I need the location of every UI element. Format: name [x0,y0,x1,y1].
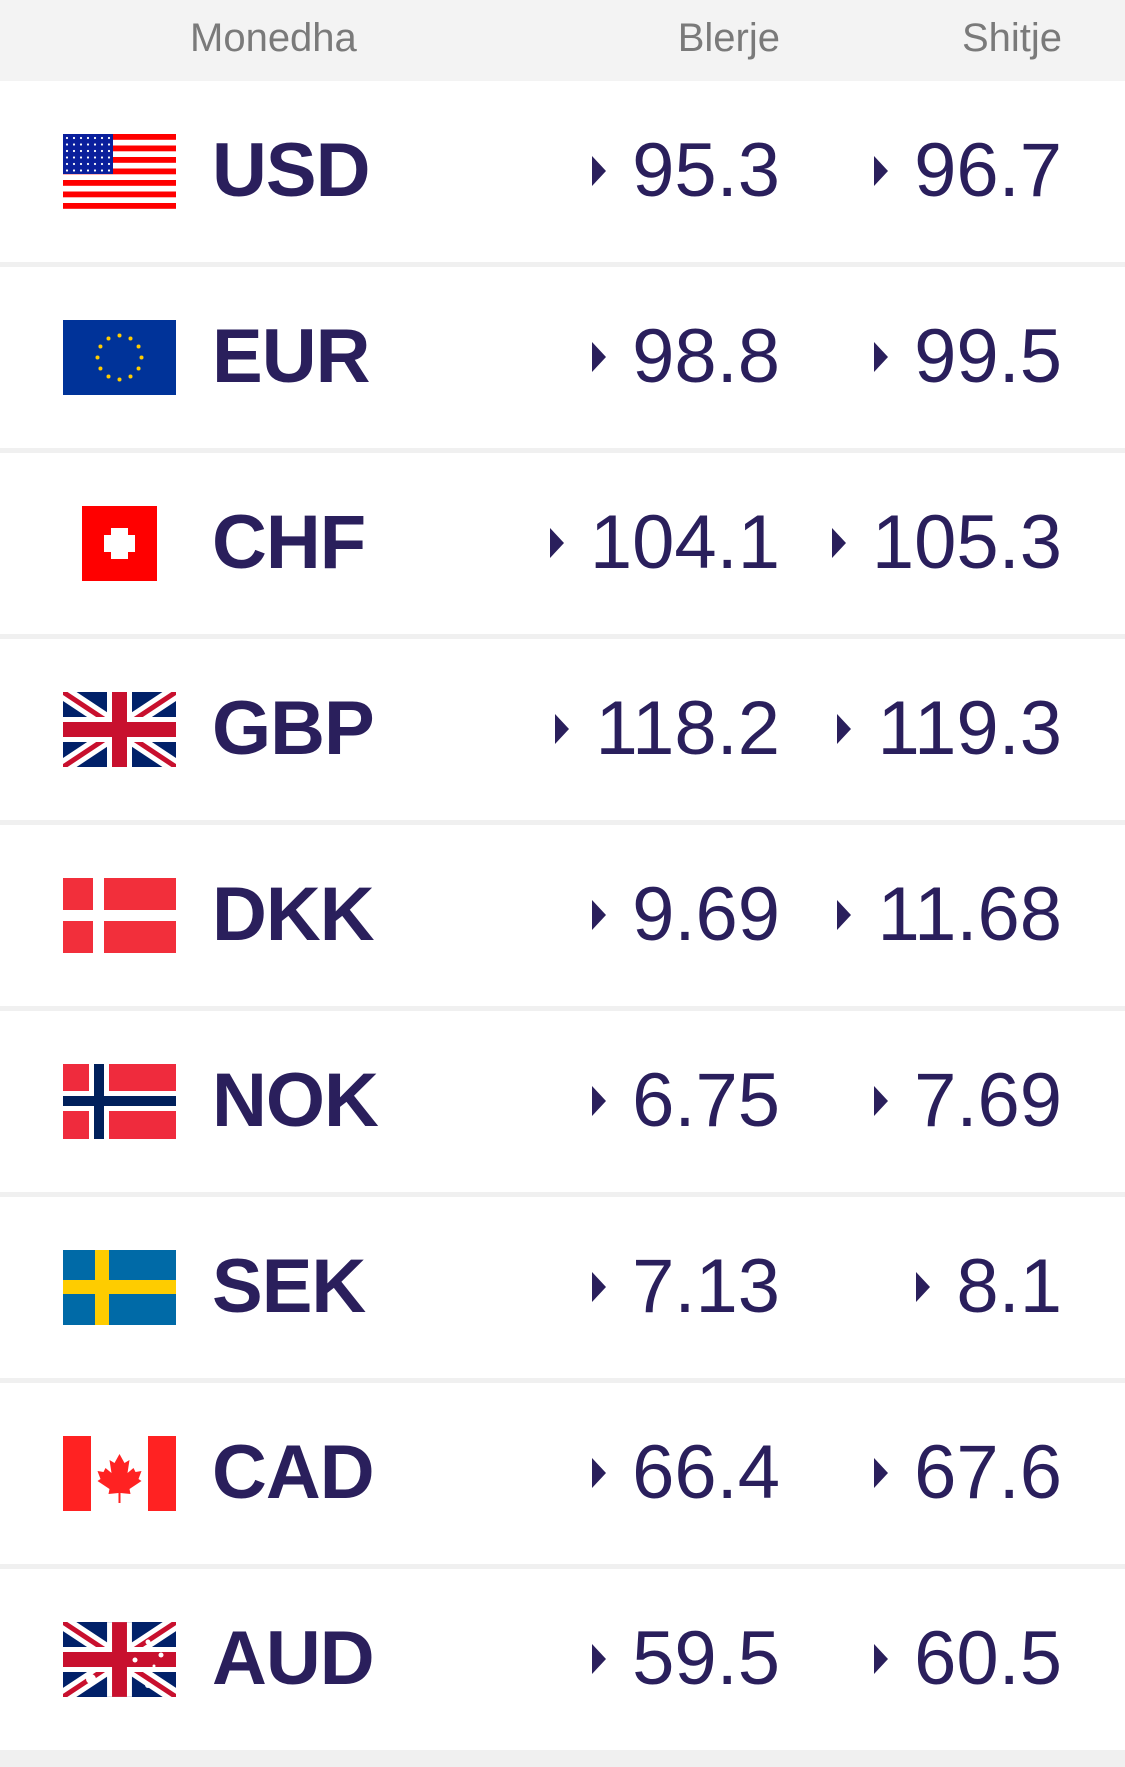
sell-rate: 99.5 [874,313,1062,400]
buy-value: 118.2 [595,686,780,771]
currency-code: CHF [212,500,366,585]
buy-value: 7.13 [632,1244,780,1329]
currency-code: CAD [212,1430,375,1515]
caret-right-icon [592,899,607,930]
caret-right-icon [592,155,607,186]
caret-right-icon [592,1271,607,1302]
buy-rate: 59.5 [592,1615,780,1702]
buy-rate: 66.4 [592,1429,780,1516]
currency-code: EUR [212,314,370,399]
header-buy: Blerje [677,16,780,60]
sell-rate: 60.5 [874,1615,1062,1702]
sell-rate: 67.6 [874,1429,1062,1516]
header-sell: Shitje [961,16,1062,60]
currency-code: AUD [212,1616,375,1701]
sell-rate: 8.1 [916,1243,1062,1330]
se-flag-icon [63,1250,176,1325]
caret-right-icon [874,1085,889,1116]
no-flag-icon [63,1064,176,1139]
caret-right-icon [837,899,852,930]
caret-right-icon [874,341,889,372]
currency-code: SEK [212,1244,366,1329]
currency-code: NOK [212,1058,379,1143]
sell-rate: 11.68 [837,871,1062,958]
buy-value: 9.69 [632,872,780,957]
currency-row-aud[interactable]: AUD 59.5 60.5 [0,1569,1125,1750]
currency-row-chf[interactable]: CHF 104.1 105.3 [0,453,1125,634]
buy-rate: 98.8 [592,313,780,400]
caret-right-icon [549,527,564,558]
sell-rate: 7.69 [874,1057,1062,1144]
currency-code: GBP [212,686,375,771]
caret-right-icon [592,1457,607,1488]
sell-rate: 96.7 [874,127,1062,214]
buy-value: 104.1 [589,500,780,585]
ch-flag-icon [63,506,176,581]
currency-row-cad[interactable]: CAD 66.4 67.6 [0,1383,1125,1564]
sell-value: 105.3 [871,500,1062,585]
caret-right-icon [874,1643,889,1674]
caret-right-icon [916,1271,931,1302]
eu-flag-icon [63,320,176,395]
sell-value: 11.68 [877,872,1062,957]
caret-right-icon [555,713,570,744]
sell-value: 96.7 [914,128,1062,213]
buy-rate: 7.13 [592,1243,780,1330]
caret-right-icon [592,341,607,372]
sell-value: 8.1 [956,1244,1062,1329]
caret-right-icon [874,155,889,186]
caret-right-icon [874,1457,889,1488]
currency-list: USD 95.3 96.7 EUR 98.8 99.5 CHF 104.1 10… [0,81,1125,1755]
buy-rate: 9.69 [592,871,780,958]
caret-right-icon [592,1085,607,1116]
sell-value: 119.3 [877,686,1062,771]
buy-value: 95.3 [632,128,780,213]
currency-code: DKK [212,872,375,957]
sell-value: 67.6 [914,1430,1062,1515]
au-flag-icon [63,1622,176,1697]
buy-rate: 95.3 [592,127,780,214]
currency-row-sek[interactable]: SEK 7.13 8.1 [0,1197,1125,1378]
sell-value: 60.5 [914,1616,1062,1701]
caret-right-icon [592,1643,607,1674]
header-currency: Monedha [190,16,357,60]
currency-row-dkk[interactable]: DKK 9.69 11.68 [0,825,1125,1006]
sell-rate: 105.3 [831,499,1062,586]
buy-value: 6.75 [632,1058,780,1143]
dk-flag-icon [63,878,176,953]
currency-row-eur[interactable]: EUR 98.8 99.5 [0,267,1125,448]
currency-row-usd[interactable]: USD 95.3 96.7 [0,81,1125,262]
currency-code: USD [212,128,370,213]
gb-flag-icon [63,692,176,767]
currency-row-nok[interactable]: NOK 6.75 7.69 [0,1011,1125,1192]
caret-right-icon [831,527,846,558]
buy-value: 59.5 [632,1616,780,1701]
ca-flag-icon [63,1436,176,1511]
sell-value: 99.5 [914,314,1062,399]
sell-value: 7.69 [914,1058,1062,1143]
currency-row-gbp[interactable]: GBP 118.2 119.3 [0,639,1125,820]
buy-rate: 118.2 [555,685,780,772]
buy-value: 66.4 [632,1430,780,1515]
caret-right-icon [837,713,852,744]
table-header: Monedha Blerje Shitje [0,0,1125,81]
buy-rate: 104.1 [549,499,780,586]
buy-value: 98.8 [632,314,780,399]
us-flag-icon [63,134,176,209]
sell-rate: 119.3 [837,685,1062,772]
buy-rate: 6.75 [592,1057,780,1144]
